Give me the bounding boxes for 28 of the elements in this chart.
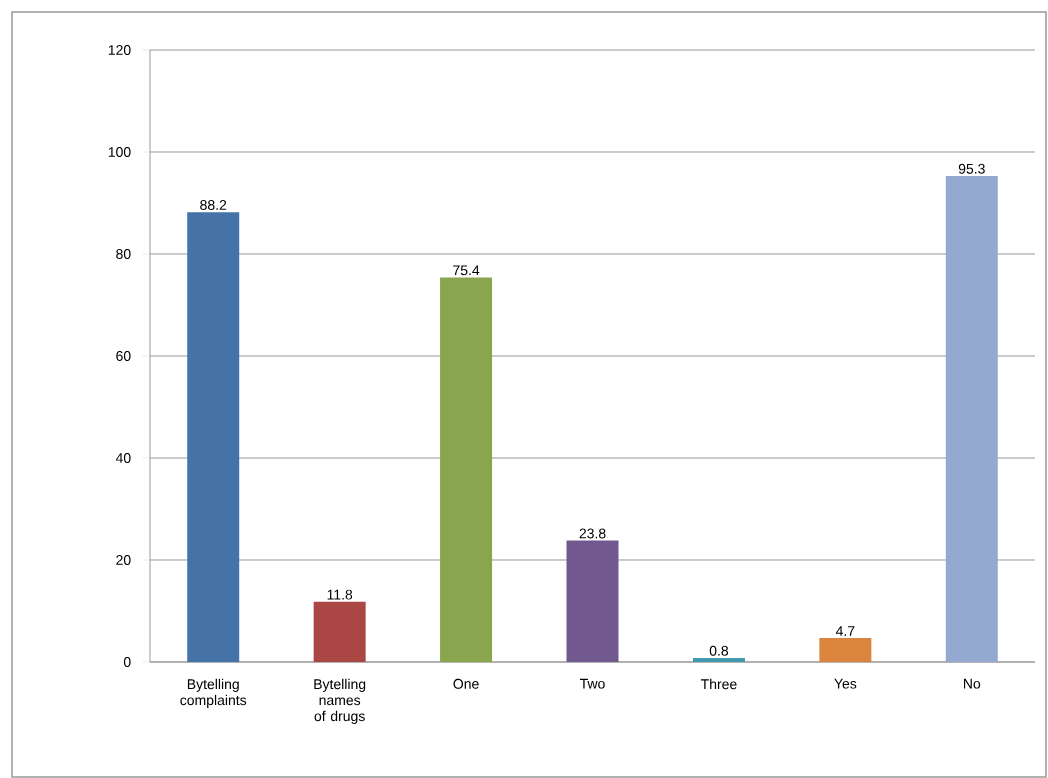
bar [566,540,619,662]
x-tick-label: No [964,678,981,689]
data-label: 88.2 [200,200,227,210]
data-label: 0.8 [709,645,729,656]
data-label: 75.4 [453,265,480,276]
data-label: 4.7 [835,626,855,636]
x-tick-label: Two [579,678,605,689]
data-label: 23.8 [579,528,606,539]
x-tick-label: Bytelling complaints [180,678,247,708]
data-label: 95.3 [958,163,985,174]
y-tick-label: 120 [108,45,131,55]
bar [313,601,366,662]
x-tick-label: Yes [834,678,857,689]
y-tick-label: 60 [116,351,131,361]
bar [692,657,745,662]
x-tick-label: Bytelling names of drugs [314,678,366,724]
y-tick-label: 0 [123,657,131,667]
bar [819,638,872,662]
bar [440,277,493,662]
x-tick-label: Three [700,678,737,690]
x-tick-label: One [453,678,479,689]
y-tick-label: 80 [116,249,131,259]
bar [187,212,240,662]
y-tick-label: 20 [116,555,131,565]
y-tick-label: 40 [115,453,131,463]
y-tick-label: 100 [108,147,131,157]
bar [945,175,998,662]
data-label: 11.8 [327,589,353,600]
